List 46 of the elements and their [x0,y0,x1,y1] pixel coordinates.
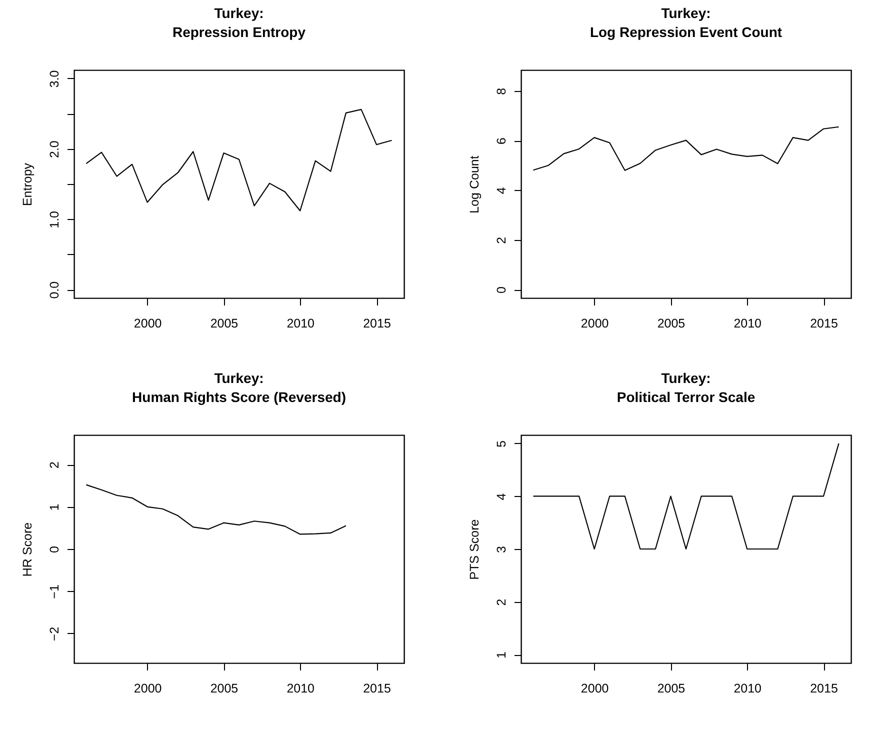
x-tick-label: 2000 [580,316,609,330]
line-series [532,126,840,171]
y-tick-label: 4 [494,493,508,500]
x-tick-label: 2010 [286,682,315,696]
x-tick-label: 2015 [810,682,838,696]
y-tick-label: 8 [494,88,508,95]
y-tick-label: 2 [494,236,508,244]
y-tick-label: 5 [494,440,508,448]
chart-title: Turkey: Political Terror Scale [616,370,756,405]
x-tick-label: 2005 [210,316,238,330]
x-tick-label: 2015 [810,316,838,330]
y-tick-label: −2 [48,626,62,642]
x-tick-label: 2000 [580,682,609,696]
y-tick-label: 2 [494,598,508,606]
line-series [86,484,346,535]
y-tick-label: 1.0 [48,210,62,228]
y-axis-title: PTS Score [468,519,482,580]
y-tick-label: 3 [494,546,508,553]
y-axis-title: Log Count [468,155,482,214]
y-tick-label: 2 [48,462,62,469]
y-tick-label: −1 [48,584,62,599]
y-tick-label: 0.0 [48,281,62,299]
x-tick-label: 2000 [134,316,162,330]
y-tick-label: 4 [494,187,508,194]
x-tick-label: 2015 [363,682,391,696]
y-tick-label: 0 [494,286,508,294]
y-tick-label: 3.0 [48,70,62,88]
x-tick-label: 2005 [657,316,686,330]
y-tick-label: 0 [48,546,62,553]
chart-title: Turkey: Log Repression Event Count [590,5,782,40]
y-tick-label: 1 [48,504,62,511]
line-series [86,108,392,212]
chart-title: Turkey: Repression Entropy [172,4,306,40]
y-axis-title: HR Score [20,522,34,577]
x-tick-label: 2010 [734,682,762,696]
x-tick-label: 2015 [363,316,391,330]
y-axis-title: Entropy [20,162,34,206]
y-tick-label: 1 [494,652,508,659]
x-tick-label: 2005 [210,682,238,696]
x-tick-label: 2010 [286,316,315,330]
x-tick-label: 2000 [134,682,162,696]
x-tick-label: 2005 [657,682,686,696]
y-tick-label: 2.0 [48,140,62,158]
chart-title: Turkey: Human Rights Score (Reversed) [132,370,346,405]
x-tick-label: 2010 [734,316,762,330]
y-tick-label: 6 [494,138,508,145]
